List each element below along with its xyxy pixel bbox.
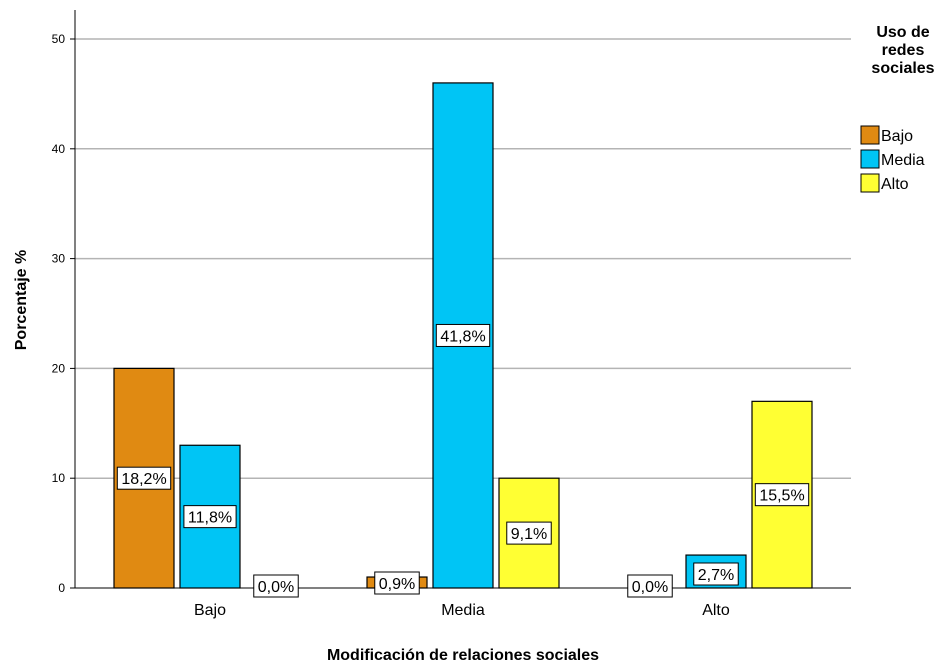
data-label-bajo-media-text: 11,8% (188, 510, 232, 527)
x-axis-title: Modificación de relaciones sociales (327, 647, 599, 664)
data-label-alto-alto-box (754, 483, 810, 507)
axes (70, 10, 851, 589)
legend-title-line: sociales (871, 60, 934, 77)
data-label-media-media: 41,8% (435, 323, 491, 347)
y-axis-title: Porcentaje % (13, 250, 30, 350)
data-label-media-media-text: 41,8% (440, 328, 485, 345)
y-tick-label: 40 (52, 142, 66, 156)
y-tick-label: 0 (58, 581, 65, 595)
data-label-media-bajo: 0,9% (374, 571, 420, 595)
legend-title-line: Uso de (876, 24, 929, 41)
legend-title-line: redes (882, 42, 925, 59)
y-tick-labels: 0 10 20 30 40 50 (52, 32, 66, 595)
y-tick-label: 50 (52, 32, 66, 46)
data-label-media-alto: 9,1% (506, 521, 552, 545)
y-tick-label: 20 (52, 361, 66, 375)
data-label-alto-bajo: 0,0% (627, 574, 673, 598)
data-label-media-alto-text: 9,1% (511, 526, 547, 543)
legend-swatch-media (860, 149, 880, 169)
data-label-bajo-bajo-box (116, 466, 172, 490)
data-label-bajo-alto-text: 0,0% (258, 579, 294, 596)
data-label-media-media-box (435, 323, 491, 347)
data-label-alto-media: 2,7% (693, 562, 739, 586)
data-labels: 18,2% 0,9% 0,0% 11,8% 41,8% 2,7% 0,0% 9,1% 15,5% (116, 323, 810, 598)
data-label-media-bajo-text: 0,9% (379, 576, 415, 593)
x-category-label: Alto (702, 602, 730, 619)
data-label-alto-media-text: 2,7% (698, 567, 734, 584)
data-label-bajo-alto-box (253, 574, 299, 598)
data-label-media-bajo-box (374, 571, 420, 595)
data-label-alto-bajo-text: 0,0% (632, 579, 668, 596)
x-category-labels: Bajo Media Alto (194, 602, 730, 619)
data-label-bajo-alto: 0,0% (253, 574, 299, 598)
data-label-alto-media-box (693, 562, 739, 586)
data-label-bajo-media-box (183, 505, 237, 529)
data-label-alto-bajo-box (627, 574, 673, 598)
legend-label-bajo: Bajo (881, 128, 913, 145)
y-tick-label: 10 (52, 471, 66, 485)
legend-swatch-bajo (860, 125, 880, 145)
data-label-bajo-bajo: 18,2% (116, 466, 172, 490)
data-label-media-alto-box (506, 521, 552, 545)
legend-label-media: Media (881, 152, 925, 169)
data-label-bajo-media: 11,8% (183, 505, 237, 529)
data-label-alto-alto-text: 15,5% (759, 488, 804, 505)
x-category-label: Bajo (194, 602, 226, 619)
x-category-label: Media (441, 602, 485, 619)
y-tick-label: 30 (52, 252, 66, 266)
legend-label-alto: Alto (881, 176, 909, 193)
data-label-alto-alto: 15,5% (754, 483, 810, 507)
data-label-bajo-bajo-text: 18,2% (121, 471, 166, 488)
legend-swatch-alto (860, 173, 880, 193)
